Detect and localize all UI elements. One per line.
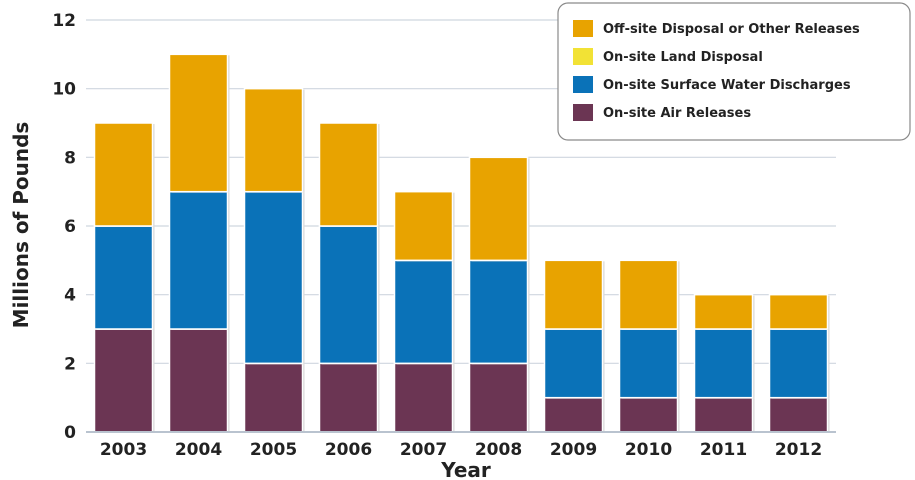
bar-segment [543,328,604,399]
bar-segment [168,328,229,433]
bar-segment [93,225,154,330]
x-tick-label: 2011 [700,440,747,460]
bars [93,53,830,433]
y-tick-label: 10 [52,80,76,100]
legend-box [557,2,911,141]
legend-entry: On-site Surface Water Discharges [603,78,851,93]
legend-swatch [573,48,593,65]
x-tick-label: 2012 [775,440,822,460]
bar-segment [168,53,229,193]
bar-segment [618,328,679,399]
bar-segment [243,362,304,433]
x-tick-label: 2006 [325,440,372,460]
y-tick-label: 4 [64,286,76,306]
x-tick-label: 2007 [400,440,447,460]
bar-segment [243,87,304,193]
bar-segment [468,362,529,433]
bar-segment [393,259,454,365]
bar-segment [468,156,529,262]
bar-segment [168,190,229,330]
bar-segment [768,396,829,433]
x-tick-label: 2008 [475,440,522,460]
bar-segment [393,362,454,433]
legend-swatch [573,104,593,121]
bar-segment [768,328,829,399]
legend-swatch [573,76,593,93]
bar-segment [243,190,304,365]
bar-segment [93,328,154,433]
y-tick-label: 0 [64,423,76,443]
y-tick-labels: 0 2 4 6 8 10 12 [52,11,76,443]
x-tick-label: 2004 [175,440,222,460]
bar-segment [318,362,379,433]
legend: Off-site Disposal or Other Releases On-si… [557,2,911,141]
y-tick-label: 8 [64,148,76,168]
bar-segment [768,293,829,330]
bar-segment [318,122,379,227]
legend-entry: On-site Air Releases [603,106,751,121]
x-axis-title: Year [440,458,491,480]
x-tick-label: 2005 [250,440,297,460]
bar-segment [393,190,454,262]
x-tick-label: 2010 [625,440,672,460]
x-tick-labels: 2003 2004 2005 2006 2007 2008 2009 2010 2011 2012 [100,440,822,460]
bar-segment [93,122,154,227]
y-tick-label: 2 [64,354,76,374]
bar-segment [693,328,754,399]
legend-swatch [573,20,593,37]
y-tick-label: 12 [52,11,76,31]
bar-segment [618,396,679,433]
y-tick-label: 6 [64,217,76,237]
bar-segment [468,259,529,365]
legend-entry: On-site Land Disposal [603,50,763,65]
legend-entry: Off-site Disposal or Other Releases [603,22,860,37]
bar-segment [543,259,604,330]
x-tick-label: 2009 [550,440,597,460]
bar-segment [693,396,754,433]
bar-segment [318,225,379,365]
y-axis-title: Millions of Pounds [9,122,33,329]
bar-segment [543,396,604,433]
x-tick-label: 2003 [100,440,147,460]
bar-segment [618,259,679,330]
bar-segment [693,293,754,330]
